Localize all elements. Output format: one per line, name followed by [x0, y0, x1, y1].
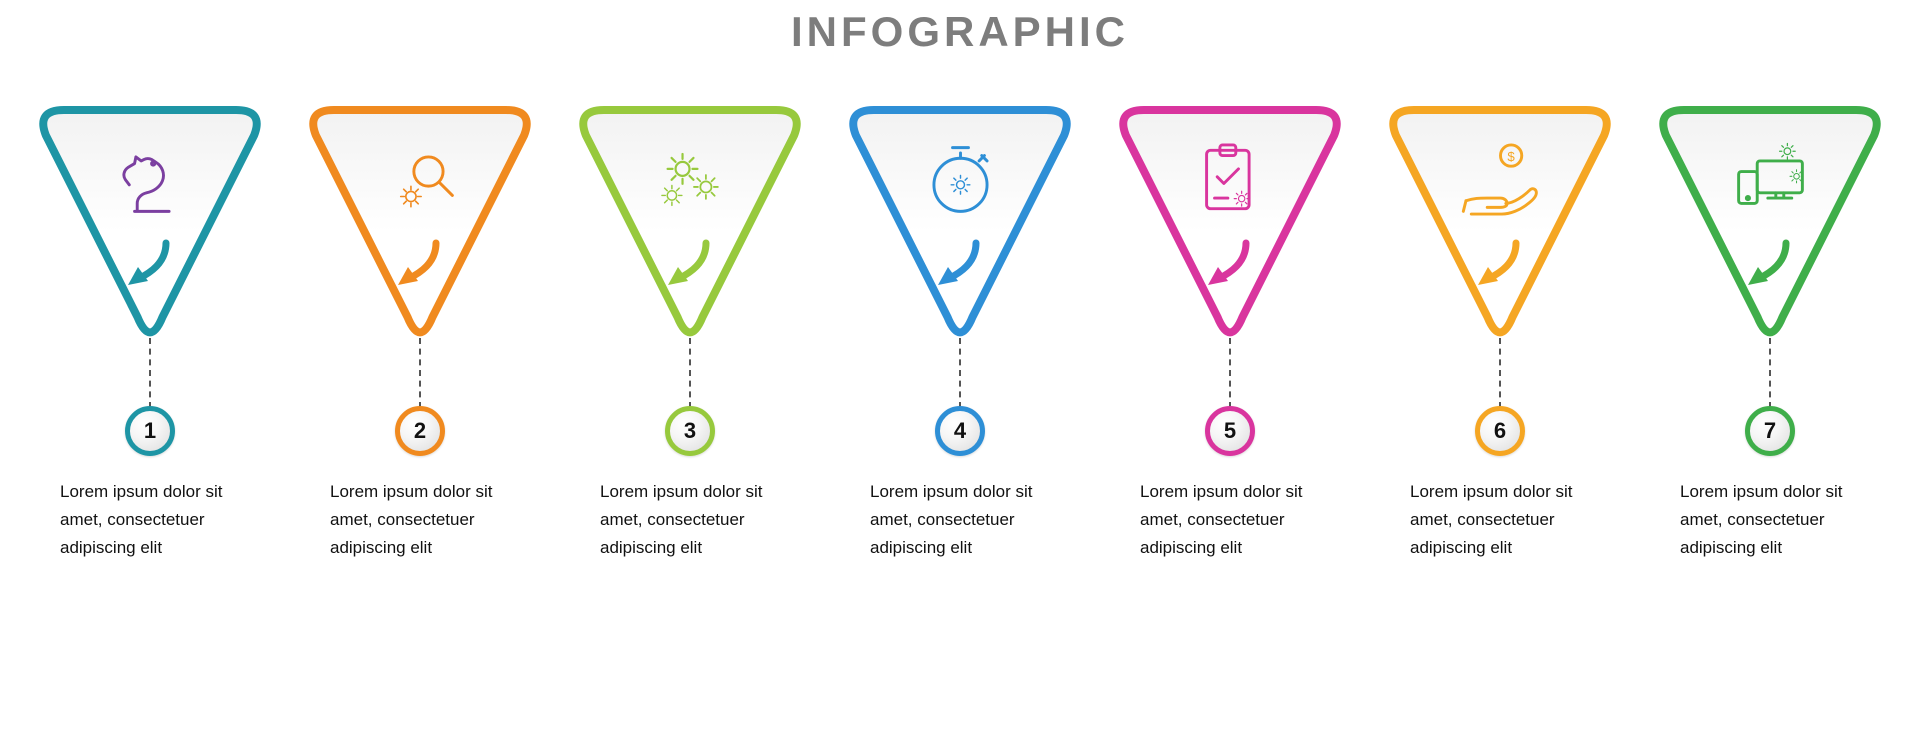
infographic-step: $ 6 Lorem ipsum dolor sit amet, consecte…: [1380, 96, 1620, 562]
page-title: INFOGRAPHIC: [0, 8, 1920, 56]
step-triangle: [1650, 96, 1890, 356]
step-description: Lorem ipsum dolor sit amet, consectetuer…: [600, 478, 780, 562]
infographic-step: 4 Lorem ipsum dolor sit amet, consectetu…: [840, 96, 1080, 562]
stopwatch-gear-icon: [910, 134, 1010, 224]
step-description: Lorem ipsum dolor sit amet, consectetuer…: [1680, 478, 1860, 562]
curved-arrow-icon: [660, 233, 720, 298]
curved-arrow-icon: [1740, 233, 1800, 298]
step-triangle: [300, 96, 540, 356]
step-description: Lorem ipsum dolor sit amet, consectetuer…: [870, 478, 1050, 562]
step-number-badge: 2: [395, 406, 445, 456]
curved-arrow-icon: [1470, 233, 1530, 298]
step-triangle: [1110, 96, 1350, 356]
infographic-step: 3 Lorem ipsum dolor sit amet, consectetu…: [570, 96, 810, 562]
step-triangle: $: [1380, 96, 1620, 356]
step-number-badge: 1: [125, 406, 175, 456]
step-number-badge: 5: [1205, 406, 1255, 456]
step-description: Lorem ipsum dolor sit amet, consectetuer…: [330, 478, 510, 562]
step-description: Lorem ipsum dolor sit amet, consectetuer…: [1410, 478, 1590, 562]
curved-arrow-icon: [120, 233, 180, 298]
step-number-badge: 6: [1475, 406, 1525, 456]
chess-knight-icon: [100, 134, 200, 224]
step-number-badge: 3: [665, 406, 715, 456]
curved-arrow-icon: [390, 233, 450, 298]
infographic-step: 2 Lorem ipsum dolor sit amet, consectetu…: [300, 96, 540, 562]
curved-arrow-icon: [1200, 233, 1260, 298]
svg-text:$: $: [1507, 148, 1515, 163]
step-description: Lorem ipsum dolor sit amet, consectetuer…: [1140, 478, 1320, 562]
step-triangle: [30, 96, 270, 356]
step-number-badge: 4: [935, 406, 985, 456]
hand-coin-icon: $: [1450, 134, 1550, 224]
steps-row: 1 Lorem ipsum dolor sit amet, consectetu…: [0, 96, 1920, 562]
step-triangle: [840, 96, 1080, 356]
step-number-badge: 7: [1745, 406, 1795, 456]
step-description: Lorem ipsum dolor sit amet, consectetuer…: [60, 478, 240, 562]
curved-arrow-icon: [930, 233, 990, 298]
gear-magnify-icon: [370, 134, 470, 224]
clipboard-check-icon: [1180, 134, 1280, 224]
infographic-step: 7 Lorem ipsum dolor sit amet, consectetu…: [1650, 96, 1890, 562]
step-triangle: [570, 96, 810, 356]
infographic-step: 5 Lorem ipsum dolor sit amet, consectetu…: [1110, 96, 1350, 562]
devices-gears-icon: [1720, 134, 1820, 224]
gears-icon: [640, 134, 740, 224]
infographic-step: 1 Lorem ipsum dolor sit amet, consectetu…: [30, 96, 270, 562]
